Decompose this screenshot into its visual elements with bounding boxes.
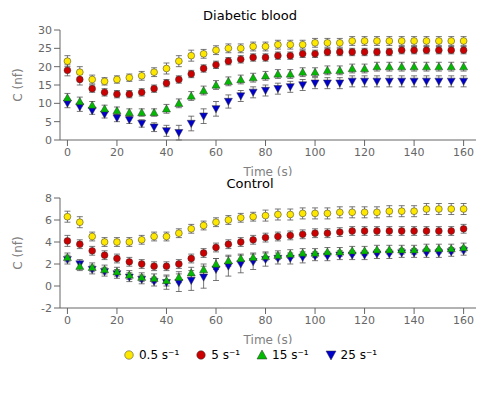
svg-text:80: 80 bbox=[259, 146, 273, 159]
svg-text:25: 25 bbox=[38, 42, 52, 55]
svg-text:0: 0 bbox=[45, 134, 52, 147]
html-text:Control: Control bbox=[226, 176, 274, 191]
svg-text:140: 140 bbox=[404, 314, 425, 327]
svg-text:-2: -2 bbox=[41, 302, 52, 315]
svg-text:5: 5 bbox=[45, 116, 52, 129]
svg-text:Time (s): Time (s) bbox=[243, 165, 293, 176]
svg-text:4: 4 bbox=[45, 236, 52, 249]
svg-text:20: 20 bbox=[110, 314, 124, 327]
svg-text:10: 10 bbox=[38, 97, 52, 110]
svg-text:160: 160 bbox=[453, 314, 474, 327]
svg-text:160: 160 bbox=[453, 146, 474, 159]
html-text:15 s⁻¹: 15 s⁻¹ bbox=[272, 348, 309, 362]
svg-text:30: 30 bbox=[38, 24, 52, 37]
svg-text:8: 8 bbox=[45, 192, 52, 205]
svg-text:100: 100 bbox=[305, 314, 326, 327]
svg-text:C (nf): C (nf) bbox=[11, 236, 25, 269]
svg-text:20: 20 bbox=[110, 146, 124, 159]
svg-text:0: 0 bbox=[64, 146, 71, 159]
svg-text:120: 120 bbox=[354, 314, 375, 327]
html-text:0.5 s⁻¹: 0.5 s⁻¹ bbox=[138, 348, 180, 362]
svg-text:120: 120 bbox=[354, 146, 375, 159]
svg-text:0: 0 bbox=[45, 280, 52, 293]
svg-text:0: 0 bbox=[64, 314, 71, 327]
svg-text:6: 6 bbox=[45, 214, 52, 227]
svg-text:15: 15 bbox=[38, 79, 52, 92]
html-text:Diabetic blood: Diabetic blood bbox=[203, 8, 297, 23]
svg-text:20: 20 bbox=[38, 61, 52, 74]
svg-text:40: 40 bbox=[159, 146, 173, 159]
svg-text:C (nf): C (nf) bbox=[11, 68, 25, 101]
svg-text:80: 80 bbox=[259, 314, 273, 327]
svg-text:140: 140 bbox=[404, 146, 425, 159]
html-text:25 s⁻¹: 25 s⁻¹ bbox=[340, 348, 378, 362]
svg-text:60: 60 bbox=[209, 146, 223, 159]
svg-text:Time (s): Time (s) bbox=[243, 333, 293, 344]
svg-text:2: 2 bbox=[45, 258, 52, 271]
html-text:5 s⁻¹: 5 s⁻¹ bbox=[211, 348, 241, 362]
svg-text:40: 40 bbox=[159, 314, 173, 327]
svg-text:100: 100 bbox=[305, 146, 326, 159]
svg-text:60: 60 bbox=[209, 314, 223, 327]
